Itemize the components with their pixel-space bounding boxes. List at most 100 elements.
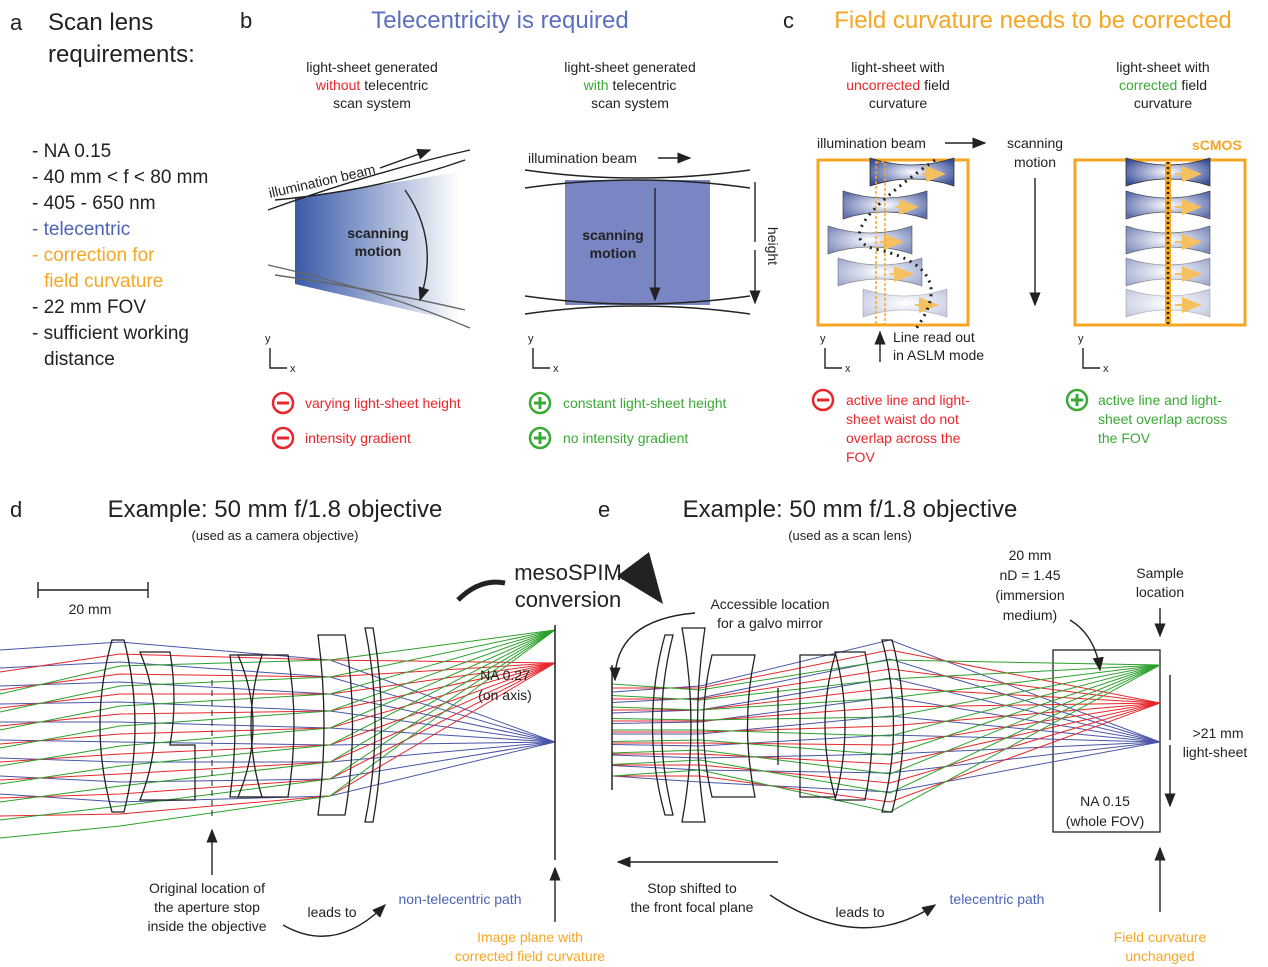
scale-label: 20 mm [69,601,112,617]
scale-bar [38,582,148,598]
caption: light-sheet with [1116,59,1209,75]
sample-label: location [1136,584,1184,600]
galvo-label: Accessible location [710,596,829,612]
curvature-label: unchanged [1125,948,1194,964]
item: - 40 mm < f < 80 mm [32,167,208,188]
motion-label: motion [1014,154,1056,170]
beam-label: illumination beam [528,150,637,166]
medium-label: medium) [1003,607,1057,623]
lens [140,652,195,800]
caption-word: without [315,77,360,93]
path-label: non-telecentric path [399,891,522,907]
lens [704,655,756,797]
item: - NA 0.15 [32,141,111,162]
caption: curvature [869,95,928,111]
curvature-label: Field curvature [1114,929,1207,945]
caption: light-sheet with [851,59,944,75]
item: distance [44,349,115,370]
title: Example: 50 mm f/1.8 objective [683,496,1018,523]
axis-label: x [553,363,559,375]
panel-letter: b [240,8,252,33]
caption: uncorrectedfield [846,77,950,93]
lens [653,635,674,815]
axes [1083,348,1100,368]
sample-label: Sample [1136,565,1184,581]
plus-icon [1071,394,1083,406]
title: requirements: [48,41,195,68]
caption-word: uncorrected [846,77,920,93]
con: sheet waist do not [846,411,959,427]
axis-label: y [528,333,534,345]
caption: curvature [1134,95,1193,111]
arrow [615,613,695,680]
conversion-label: conversion [515,587,621,612]
axis-label: x [1103,363,1109,375]
title: Example: 50 mm f/1.8 objective [108,496,443,523]
con: active line and light- [846,392,970,408]
motion-label: motion [355,243,402,259]
arrow [622,577,660,600]
caption: scan system [591,95,669,111]
stop-label: the aperture stop [154,899,260,915]
pro: the FOV [1098,430,1151,446]
panel-letter: e [598,497,610,522]
arrow [458,582,505,600]
lens [835,652,873,800]
pro: constant light-sheet height [563,395,727,411]
plus-icon [534,397,546,409]
axes [270,348,287,368]
readout-label: in ASLM mode [893,347,984,363]
readout-label: Line read out [893,329,975,345]
beam-label: illumination beam [817,135,926,151]
lens [100,640,135,812]
item: - correction for [32,245,155,266]
medium-label: 20 mm [1009,547,1052,563]
plane-label: Image plane with [477,929,583,945]
path-label: telecentric path [950,891,1045,907]
plus-icon [534,432,546,444]
con: overlap across the [846,430,961,446]
panel-letter: c [783,8,794,33]
item: - 22 mm FOV [32,297,146,318]
sheet-label: light-sheet [1183,744,1248,760]
caption-word: corrected [1119,77,1177,93]
motion-label: motion [590,245,637,261]
caption-word: field [924,77,950,93]
pro: no intensity gradient [563,430,688,446]
na-label: (on axis) [478,687,532,703]
leads-label: leads to [835,904,884,920]
panel-letter: a [10,10,23,35]
axis-label: y [1078,333,1084,345]
panel-a: a Scan lens requirements: - NA 0.15 - 40… [10,9,208,370]
caption: light-sheet generated [306,59,438,75]
panel-c: c Field curvature needs to be corrected … [783,7,1245,465]
axis-label: x [845,363,851,375]
title: Scan lens [48,9,153,36]
con: FOV [846,449,875,465]
leads-label: leads to [307,904,356,920]
item: - 405 - 650 nm [32,193,156,214]
na-label: NA 0.27 [480,667,530,683]
stop-label: Stop shifted to [647,880,737,896]
arrow [380,150,430,168]
stop-label: inside the objective [147,918,266,934]
pro: active line and light- [1098,392,1222,408]
caption-word: with [583,77,609,93]
item: field curvature [44,271,163,292]
camera-label: sCMOS [1192,137,1242,153]
height-label: height [765,227,781,265]
figure: a Scan lens requirements: - NA 0.15 - 40… [0,0,1268,967]
caption: light-sheet generated [564,59,696,75]
na-label: (whole FOV) [1066,813,1145,829]
galvo-label: for a galvo mirror [717,615,823,631]
motion-label: scanning [347,225,408,241]
axis-label: y [265,333,271,345]
subtitle: (used as a camera objective) [192,528,359,543]
axes [533,348,550,368]
panel-d: d Example: 50 mm f/1.8 objective (used a… [0,496,660,964]
item: - telecentric [32,219,130,240]
caption-word: telecentric [364,77,428,93]
lens [800,655,835,797]
